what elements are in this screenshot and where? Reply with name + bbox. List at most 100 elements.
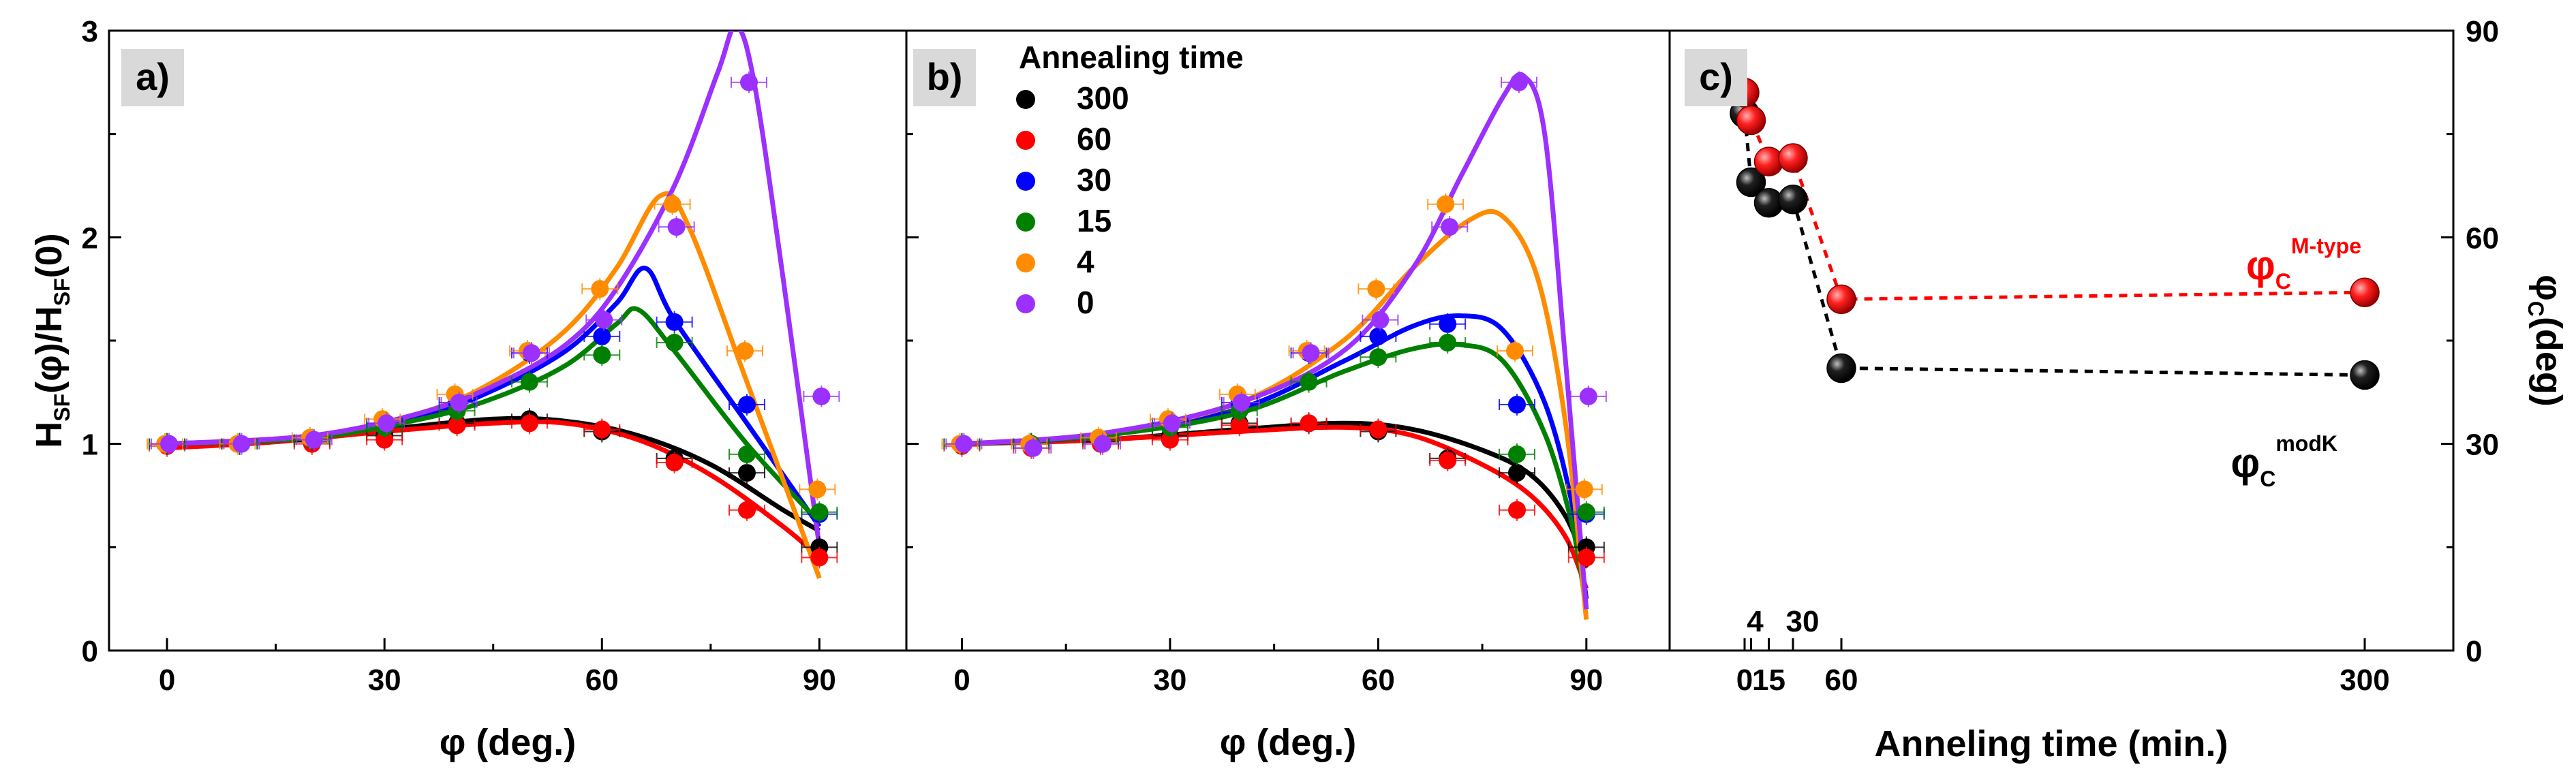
panel-c-label: c) xyxy=(1699,55,1733,98)
panel-c-point-M-type-300 xyxy=(2350,277,2380,307)
data-point xyxy=(593,327,611,345)
data-point xyxy=(591,280,609,298)
panel-a-label-bg xyxy=(121,49,184,106)
data-point xyxy=(1439,315,1457,333)
data-point xyxy=(1367,280,1385,298)
panel-c-x-title: Anneling time (min.) xyxy=(1875,723,2228,764)
panel-a-point-15-70 xyxy=(656,332,693,354)
panel-c-label-bg xyxy=(1685,49,1747,106)
panel-b-x-ticks: 0 30 60 90 xyxy=(953,638,1603,697)
panel-c-x-tick-label-upper: 30 xyxy=(1786,605,1820,638)
panel-a-label: a) xyxy=(136,55,170,98)
data-point xyxy=(305,431,323,449)
legend-marker xyxy=(1016,294,1035,313)
panel-c-point-M-type-60 xyxy=(1826,284,1856,315)
panel-b-point-4-60 xyxy=(1358,278,1395,300)
panel-b-point-60-30 xyxy=(1151,428,1189,451)
panel-b-point-30-80 xyxy=(1499,394,1535,416)
annotation-mtype: φCM-type xyxy=(2246,234,2361,294)
panel-b-point-0-20 xyxy=(1084,433,1122,455)
panel-b-frame xyxy=(905,29,1671,652)
data-point xyxy=(593,346,611,364)
panel-a-point-0-90 xyxy=(803,385,840,407)
data-point xyxy=(1369,420,1387,439)
data-point xyxy=(232,435,251,453)
panel-a-point-0-40 xyxy=(440,392,478,413)
legend-label: 15 xyxy=(1077,203,1111,238)
panel-b-point-0-30 xyxy=(1153,412,1191,435)
data-point xyxy=(1508,445,1526,463)
legend-label: 60 xyxy=(1077,121,1111,157)
panel-b-point-60-90 xyxy=(1567,546,1605,569)
panel-c-x-ticks: 015 60 300 4 30 xyxy=(1736,605,2390,697)
panel-a-fit-15 xyxy=(166,306,821,525)
panel-a-y-tick-label: 1 xyxy=(82,428,98,462)
data-point xyxy=(665,453,684,471)
legend-item-4: 4 xyxy=(1016,244,1094,279)
panel-b-point-4-90 xyxy=(1565,478,1603,501)
panel-a-point-0-50 xyxy=(512,342,550,364)
data-point xyxy=(1161,431,1179,449)
data-point xyxy=(738,396,756,414)
data-point xyxy=(1300,373,1318,391)
panel-a-point-4-60 xyxy=(581,278,619,300)
panel-a-point-30-80 xyxy=(729,394,765,416)
panel-c-point-modK-4 xyxy=(1736,167,1766,198)
panel-b-label: b) xyxy=(927,55,963,98)
panel-b-point-30-70 xyxy=(1429,313,1467,335)
panel-c-dashed-lines xyxy=(1743,92,2365,377)
data-point xyxy=(1575,480,1593,499)
panel-b-point-4-80 xyxy=(1497,340,1533,362)
panel-c-y-title: φC(deg) xyxy=(2524,275,2569,407)
data-point xyxy=(663,195,681,213)
data-point xyxy=(1508,396,1526,414)
panel-a-x-tick-label: 90 xyxy=(803,663,836,697)
panel-b-fit-30 xyxy=(962,313,1589,599)
data-point xyxy=(520,414,538,433)
panel-a-point-60-80 xyxy=(729,499,765,521)
panel-c-x-tick-label: 0 xyxy=(1736,663,1753,697)
legend-item-30: 30 xyxy=(1016,162,1111,198)
data-point xyxy=(955,435,973,453)
data-point xyxy=(812,387,831,405)
legend-items: 300 60 30 15 4 0 xyxy=(1016,80,1129,320)
data-point xyxy=(1163,414,1181,433)
data-point xyxy=(810,548,829,567)
panel-b-x-title: φ (deg.) xyxy=(1220,722,1357,763)
panel-a-x-tick-label: 30 xyxy=(368,663,401,697)
panel-a-point-15-80 xyxy=(729,443,765,465)
data-point xyxy=(522,344,540,362)
panel-c-point-modK-30 xyxy=(1778,184,1808,215)
panel-b-point-15-90 xyxy=(1567,501,1605,523)
data-point xyxy=(740,73,758,91)
panel-a-y-tick-label: 3 xyxy=(82,15,98,48)
data-point xyxy=(1510,73,1528,91)
panel-c-point-M-type-4 xyxy=(1736,105,1766,136)
legend-label: 0 xyxy=(1077,285,1094,320)
data-point xyxy=(448,416,466,435)
panel-c-y-tick-label: 0 xyxy=(2466,635,2482,668)
panel-c-x-tick-label: 60 xyxy=(1825,663,1858,697)
legend-marker xyxy=(1016,213,1035,232)
legend-title: Annealing time xyxy=(1019,40,1244,75)
panel-b-points xyxy=(941,71,1607,569)
legend-item-60: 60 xyxy=(1016,121,1111,157)
panel-b-point-300-80 xyxy=(1499,462,1535,484)
panel-b: 0 30 60 90 b) φ (deg.) Annealing time 30 0 60… xyxy=(905,29,1671,763)
data-point xyxy=(1439,334,1457,352)
panel-b-point-60-70 xyxy=(1429,449,1467,471)
panel-b-point-60-80 xyxy=(1499,499,1535,521)
panel-a-point-60-50 xyxy=(510,412,548,435)
panel-a-fit-curves xyxy=(166,31,822,580)
panel-b-point-15-50 xyxy=(1290,371,1328,393)
panel-a-x-tick-label: 60 xyxy=(585,663,619,697)
data-point xyxy=(1508,501,1526,519)
panel-b-point-0-10 xyxy=(1015,437,1052,459)
legend-marker xyxy=(1016,131,1035,150)
data-point xyxy=(1441,218,1459,236)
panel-c-x-tick-label-upper: 4 xyxy=(1747,605,1764,638)
panel-b-point-4-70 xyxy=(1427,193,1465,215)
panel-a-point-4-70 xyxy=(654,193,691,215)
